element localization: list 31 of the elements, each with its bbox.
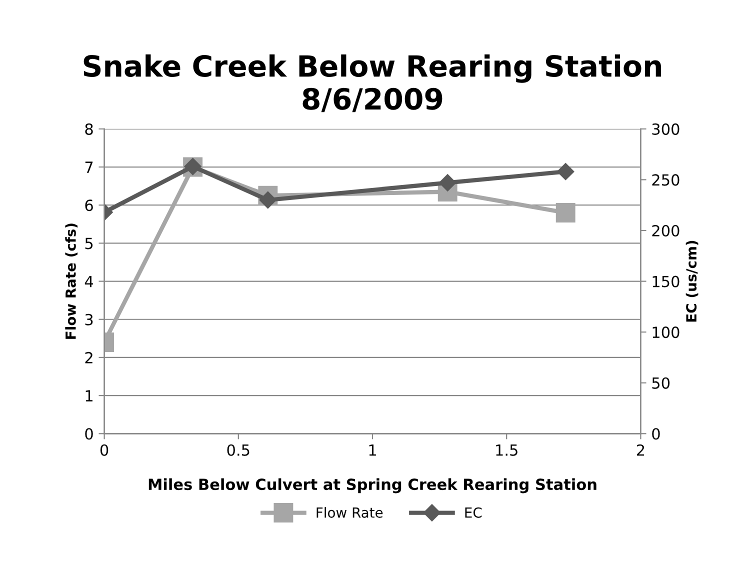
x-tick-label: 1.5 [496, 444, 518, 456]
y-axis-title: Flow Rate (cfs) [65, 224, 78, 339]
y-tick-label: 7 [85, 162, 93, 173]
y-tick-label: 0 [85, 428, 93, 440]
legend-label: EC [465, 507, 482, 518]
x-axis-title: Miles Below Culvert at Spring Creek Rearing Station [148, 478, 596, 494]
y2-tick-label: 100 [652, 326, 680, 338]
y-tick-label: 5 [85, 238, 93, 250]
y-tick-label: 1 [86, 390, 92, 402]
chart-title: Snake Creek Below Rearing Station 8/6/2009 [84, 54, 661, 112]
x-tick-label: 1 [369, 444, 376, 456]
point [557, 163, 574, 180]
point [259, 191, 276, 209]
y-tick-label: 2 [85, 352, 92, 364]
y2-tick-label: 250 [652, 174, 680, 186]
y2-axis-title: EC (us/cm) [686, 240, 698, 322]
y2-tick-label: 150 [652, 276, 680, 288]
y-tick-label: 3 [85, 314, 93, 326]
x-tick-label: 0.5 [227, 444, 250, 456]
y2-tick-label: 50 [652, 377, 670, 389]
legend-label: Flow Rate [316, 507, 383, 518]
y-tick-label: 8 [85, 123, 93, 135]
y-tick-label: 4 [84, 276, 94, 288]
point [556, 202, 576, 222]
y2-tick-label: 200 [652, 224, 680, 237]
y-tick-label: 6 [85, 200, 93, 212]
y2-tick-label: 0 [652, 428, 660, 440]
x-tick-label: 0 [100, 444, 108, 456]
y2-tick-label: 300 [652, 123, 680, 135]
point [439, 174, 456, 192]
x-tick-label: 2 [636, 444, 644, 456]
